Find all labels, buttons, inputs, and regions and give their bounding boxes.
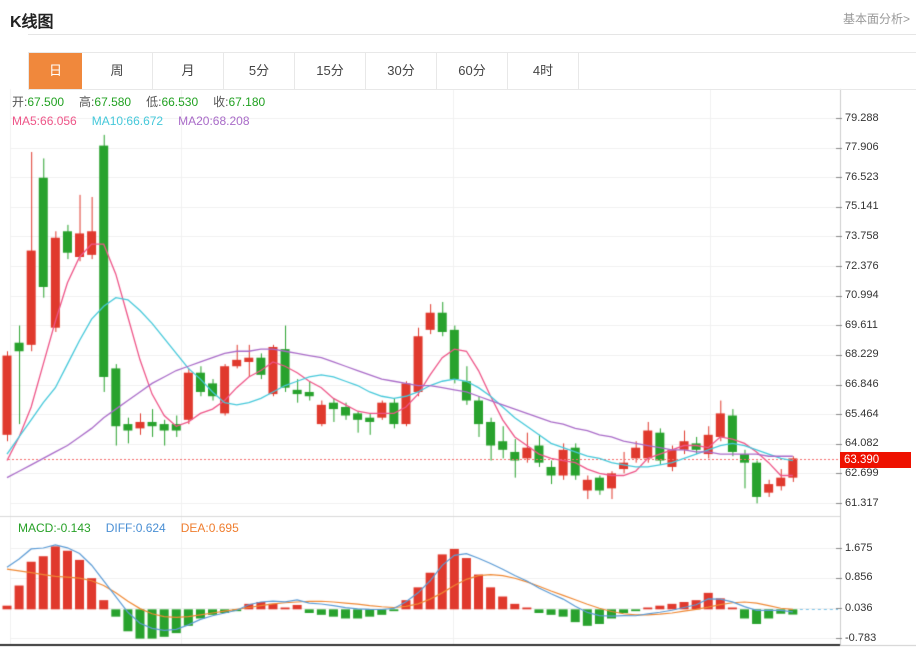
price-tick-label: 61.317 <box>845 496 879 509</box>
price-tick-label: 65.464 <box>845 407 879 420</box>
legend-label: 收: <box>213 95 229 109</box>
price-tick-label: 68.229 <box>845 348 879 361</box>
legend-label: MA10: <box>91 114 127 128</box>
legend-value: 66.672 <box>126 114 164 128</box>
legend-label: DEA: <box>180 521 209 535</box>
price-tick-label: 76.523 <box>845 170 879 183</box>
ohlc-legend: 开:67.500 高:67.580 低:66.530 收:67.180 <box>12 93 280 110</box>
tab-m60[interactable]: 60分 <box>437 53 508 89</box>
price-tick-label: 79.288 <box>845 111 879 124</box>
page-title: K线图 <box>10 14 54 31</box>
legend-label: MACD: <box>18 521 57 535</box>
tab-day[interactable]: 日 <box>29 53 82 89</box>
macd-tick-label: -0.783 <box>845 631 877 644</box>
macd-tick-label: 0.036 <box>845 601 873 614</box>
price-tick-label: 75.141 <box>845 200 879 213</box>
legend-label: 低: <box>146 95 162 109</box>
macd-tick-label: 1.675 <box>845 541 873 554</box>
price-tick-label: 66.846 <box>845 378 879 391</box>
current-price-badge: 63.390 <box>840 451 911 468</box>
legend-label: MA20: <box>178 114 213 128</box>
legend-value: 66.056 <box>40 114 77 128</box>
price-tick-label: 70.994 <box>845 289 879 302</box>
legend-value: 0.695 <box>208 521 239 535</box>
price-tick-label: 77.906 <box>845 141 879 154</box>
header-divider <box>28 34 916 35</box>
ohlc-row-item: 高:67.580 <box>79 95 131 109</box>
tab-m15[interactable]: 15分 <box>295 53 366 89</box>
ohlc-row-item: 收:67.180 <box>213 95 265 109</box>
macd-row-item: DIFF:0.624 <box>106 521 166 535</box>
ma-row-item: MA5:66.056 <box>12 114 77 128</box>
legend-value: 66.530 <box>161 95 199 109</box>
ohlc-row-item: 开:67.500 <box>12 95 64 109</box>
legend-label: MA5: <box>12 114 41 128</box>
legend-value: 67.500 <box>27 95 65 109</box>
tab-h4[interactable]: 4时 <box>508 53 579 89</box>
tab-bar-filler <box>579 53 916 89</box>
tab-m30[interactable]: 30分 <box>366 53 437 89</box>
macd-row-item: MACD:-0.143 <box>18 521 91 535</box>
legend-value: 68.208 <box>212 114 250 128</box>
price-tick-label: 62.699 <box>845 466 879 479</box>
legend-value: 67.580 <box>94 95 132 109</box>
fundamental-analysis-link[interactable]: 基本面分析> <box>842 12 910 26</box>
price-tick-label: 69.611 <box>845 318 878 331</box>
tab-week[interactable]: 周 <box>82 53 153 89</box>
legend-label: DIFF: <box>105 521 136 535</box>
macd-tick-label: 0.856 <box>845 571 873 584</box>
legend-value: 67.180 <box>228 95 266 109</box>
ma-row-item: MA20:68.208 <box>178 114 249 128</box>
tab-m5[interactable]: 5分 <box>224 53 295 89</box>
tab-month[interactable]: 月 <box>153 53 224 89</box>
ohlc-row-item: 低:66.530 <box>146 95 198 109</box>
legend-label: 开: <box>12 95 28 109</box>
legend-value: -0.143 <box>56 521 91 535</box>
price-tick-label: 64.082 <box>845 437 879 450</box>
ma-row-item: MA10:66.672 <box>92 114 163 128</box>
price-tick-label: 73.758 <box>845 229 879 242</box>
interval-tab-bar: 日周月 5分 15分 30分 60分 4时 <box>28 52 916 90</box>
legend-value: 0.624 <box>135 521 166 535</box>
legend-label: 高: <box>79 95 95 109</box>
macd-legend: MACD:-0.143 DIFF:0.624 DEA:0.695 <box>18 521 254 535</box>
macd-row-item: DEA:0.695 <box>181 521 239 535</box>
price-tick-label: 72.376 <box>845 259 879 272</box>
ma-legend: MA5:66.056 MA10:66.672 MA20:68.208 <box>12 114 265 128</box>
